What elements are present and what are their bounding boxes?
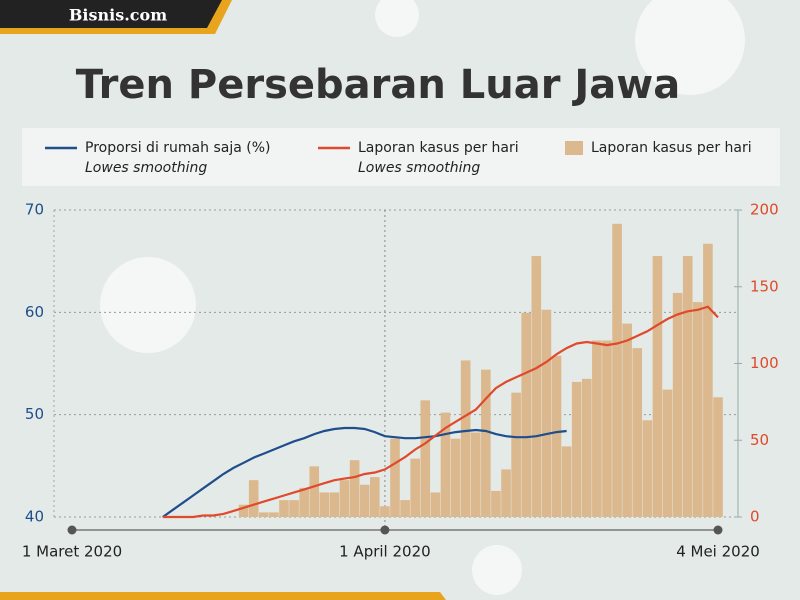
- bar: [642, 420, 653, 517]
- bar: [592, 340, 602, 517]
- y-tick-label: 60: [25, 303, 44, 321]
- bar: [269, 512, 279, 517]
- x-tick-label: 1 April 2020: [339, 543, 431, 561]
- legend-label: Laporan kasus per hari: [591, 140, 752, 156]
- y2-tick-label: 150: [750, 277, 779, 295]
- bar: [289, 500, 299, 517]
- bar: [662, 389, 673, 517]
- x-tick-dot: [380, 525, 390, 535]
- y2-tick-label: 100: [750, 354, 779, 372]
- bar: [309, 466, 320, 517]
- legend: [22, 128, 780, 186]
- bar: [460, 360, 471, 517]
- bar: [672, 292, 683, 517]
- bar: [299, 487, 309, 517]
- legend-label: Laporan kasus per hari: [358, 140, 519, 156]
- bar: [521, 312, 532, 517]
- bar: [420, 400, 431, 517]
- decor: [100, 0, 745, 595]
- y2-tick-label: 200: [750, 201, 779, 219]
- chart-title: Tren Persebaran Luar Jawa: [76, 62, 680, 108]
- bar: [551, 355, 562, 517]
- bar: [258, 512, 269, 517]
- bar: [682, 256, 693, 517]
- bar: [470, 432, 481, 517]
- bar: [319, 492, 330, 517]
- bar: [430, 492, 441, 517]
- bar: [703, 243, 713, 517]
- x-tick-dot: [713, 525, 723, 535]
- x-tick-label: 4 Mei 2020: [676, 543, 760, 561]
- bar: [652, 256, 663, 517]
- legend-label: Proporsi di rumah saja (%): [85, 140, 270, 156]
- bar: [329, 492, 340, 517]
- footer-band: [0, 592, 446, 600]
- bar: [390, 438, 400, 517]
- line: [162, 305, 719, 519]
- x-tick-dot: [67, 525, 77, 535]
- bar: [713, 397, 723, 517]
- bar: [602, 340, 612, 517]
- bar: [440, 412, 451, 517]
- bar: [481, 369, 491, 517]
- line: [162, 426, 567, 518]
- brand: Bisnis.com: [69, 6, 167, 25]
- bar: [612, 223, 622, 517]
- bar: [400, 500, 410, 517]
- bar: [511, 392, 521, 517]
- y-tick-label: 50: [25, 405, 44, 423]
- bar: [581, 378, 592, 517]
- bar: [561, 446, 572, 517]
- bar: [571, 381, 582, 517]
- bar: [238, 504, 249, 517]
- bar: [279, 500, 289, 517]
- bar: [248, 480, 259, 517]
- x-tick-label: 1 Maret 2020: [22, 543, 122, 561]
- bar: [339, 480, 350, 517]
- y-tick-label: 70: [25, 201, 44, 219]
- bar: [349, 460, 360, 517]
- legend-swatch: [565, 141, 583, 155]
- bar: [693, 302, 703, 517]
- y2-tick-label: 0: [750, 508, 760, 526]
- bar: [501, 469, 511, 517]
- bar: [370, 477, 380, 517]
- y2-tick-label: 50: [750, 431, 769, 449]
- bar: [450, 438, 461, 517]
- bar: [380, 506, 390, 517]
- bar: [491, 490, 501, 517]
- header-band: [0, 0, 222, 28]
- bar: [531, 256, 542, 517]
- bar: [622, 323, 632, 517]
- bar: [632, 348, 643, 517]
- bar: [410, 458, 420, 517]
- legend-note: Lowes smoothing: [85, 160, 207, 176]
- legend-note: Lowes smoothing: [358, 160, 480, 176]
- y-tick-label: 40: [25, 508, 44, 526]
- bar: [541, 309, 552, 517]
- bar: [359, 484, 370, 517]
